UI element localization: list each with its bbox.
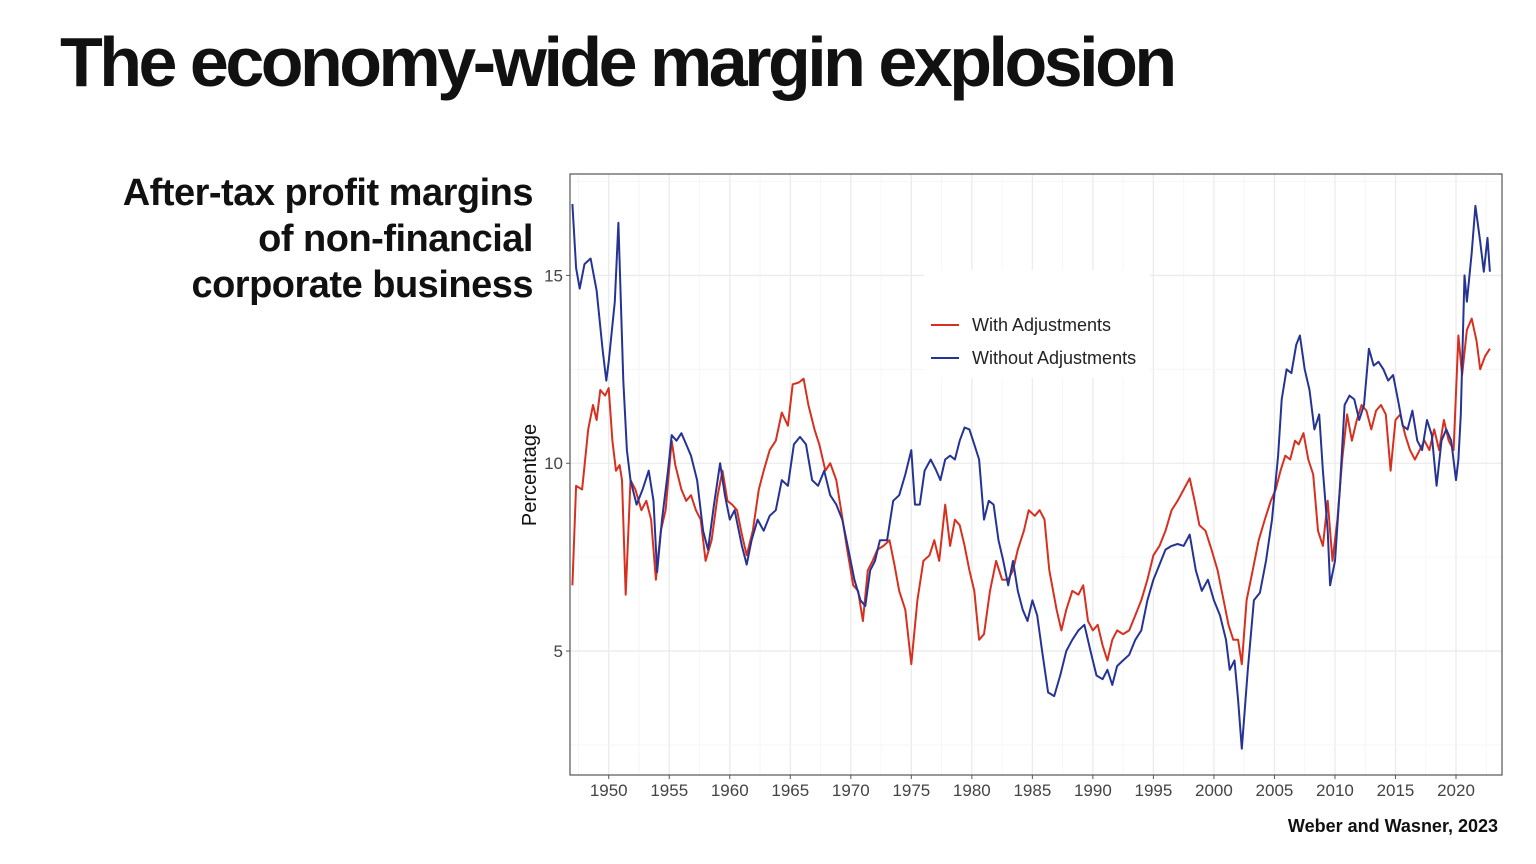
series-line-with-adjustments <box>571 317 1491 666</box>
x-tick-label: 1960 <box>711 781 749 800</box>
series-lines <box>571 204 1491 750</box>
series-line-without-adjustments <box>571 204 1491 750</box>
x-tick-label: 2000 <box>1195 781 1233 800</box>
x-tick-label: 2010 <box>1316 781 1354 800</box>
x-tick-label: 1970 <box>832 781 870 800</box>
plot-border <box>569 173 1503 776</box>
x-tick-label: 1990 <box>1074 781 1112 800</box>
subtitle-line: of non-financial <box>258 218 533 260</box>
source-citation: Weber and Wasner, 2023 <box>1287 816 1498 836</box>
legend: With Adjustments Without Adjustments <box>924 270 1150 378</box>
x-tick-label: 1975 <box>892 781 930 800</box>
x-tick-label: 1980 <box>953 781 991 800</box>
axes: 1950 1955 1960 1965 1970 1975 1980 1985 1990 1995… <box>544 266 1475 800</box>
x-tick-label: 1995 <box>1134 781 1172 800</box>
subtitle-line: corporate business <box>191 264 533 306</box>
grid <box>570 174 1502 775</box>
y-axis-label: Percentage <box>519 424 541 526</box>
y-tick-label: 5 <box>554 642 563 661</box>
x-tick-label: 2015 <box>1377 781 1415 800</box>
chart-subtitle: After-tax profit margins of non-financia… <box>122 170 534 308</box>
x-tick-label: 1965 <box>771 781 809 800</box>
slide-title: The economy-wide margin explosion <box>60 23 1177 101</box>
legend-background <box>924 270 1150 378</box>
legend-label-without-adjustments: Without Adjustments <box>972 348 1136 368</box>
legend-label-with-adjustments: With Adjustments <box>972 315 1111 335</box>
x-tick-label: 2020 <box>1437 781 1475 800</box>
x-tick-label: 1985 <box>1013 781 1051 800</box>
x-tick-label: 1950 <box>590 781 628 800</box>
x-tick-label: 2005 <box>1256 781 1294 800</box>
x-tick-label: 1955 <box>650 781 688 800</box>
y-tick-label: 15 <box>544 266 563 285</box>
subtitle-line: After-tax profit margins <box>122 172 534 214</box>
y-tick-label: 10 <box>544 454 563 473</box>
